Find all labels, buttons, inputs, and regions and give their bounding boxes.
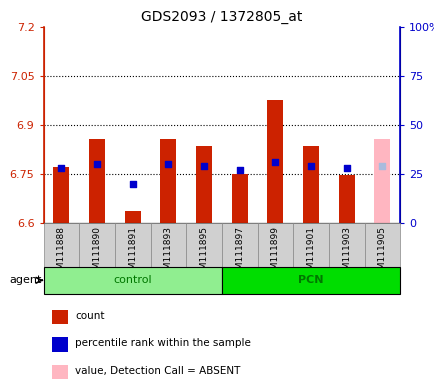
Text: GSM111893: GSM111893	[164, 226, 172, 281]
Text: count: count	[75, 311, 105, 321]
Point	[307, 163, 314, 169]
Text: GSM111905: GSM111905	[377, 226, 386, 281]
Text: GSM111890: GSM111890	[92, 226, 101, 281]
Bar	[79, 223, 115, 267]
Point	[93, 161, 100, 167]
Point	[164, 161, 171, 167]
Bar	[52, 365, 68, 379]
Point	[236, 167, 243, 173]
Text: GSM111888: GSM111888	[57, 226, 66, 281]
Text: GSM111899: GSM111899	[270, 226, 279, 281]
Bar	[125, 211, 140, 223]
Text: GSM111897: GSM111897	[235, 226, 243, 281]
Bar	[338, 175, 354, 223]
Bar	[52, 338, 68, 352]
Bar	[186, 223, 221, 267]
Bar	[89, 139, 105, 223]
Bar	[364, 223, 399, 267]
Bar	[257, 223, 293, 267]
Bar	[43, 267, 221, 294]
Bar	[221, 267, 399, 294]
Text: value, Detection Call = ABSENT: value, Detection Call = ABSENT	[75, 366, 240, 376]
Text: GSM111891: GSM111891	[128, 226, 137, 281]
Bar	[43, 223, 79, 267]
Bar	[53, 167, 69, 223]
Point	[342, 165, 349, 171]
Bar	[302, 146, 318, 223]
Text: control: control	[113, 275, 151, 285]
Text: PCN: PCN	[298, 275, 323, 285]
Bar	[374, 139, 389, 223]
Text: agent: agent	[9, 275, 42, 285]
Point	[129, 180, 136, 187]
Text: GSM111901: GSM111901	[306, 226, 315, 281]
Bar	[221, 223, 257, 267]
Text: percentile rank within the sample: percentile rank within the sample	[75, 338, 251, 348]
Point	[271, 159, 278, 165]
Bar	[328, 223, 364, 267]
Point	[200, 163, 207, 169]
Bar	[150, 223, 186, 267]
Bar	[293, 223, 328, 267]
Bar	[231, 174, 247, 223]
Bar	[52, 310, 68, 324]
Title: GDS2093 / 1372805_at: GDS2093 / 1372805_at	[141, 10, 302, 25]
Text: GSM111903: GSM111903	[342, 226, 350, 281]
Point	[58, 165, 65, 171]
Point	[378, 163, 385, 169]
Bar	[115, 223, 150, 267]
Bar	[196, 146, 211, 223]
Bar	[267, 100, 283, 223]
Bar	[160, 139, 176, 223]
Text: GSM111895: GSM111895	[199, 226, 208, 281]
